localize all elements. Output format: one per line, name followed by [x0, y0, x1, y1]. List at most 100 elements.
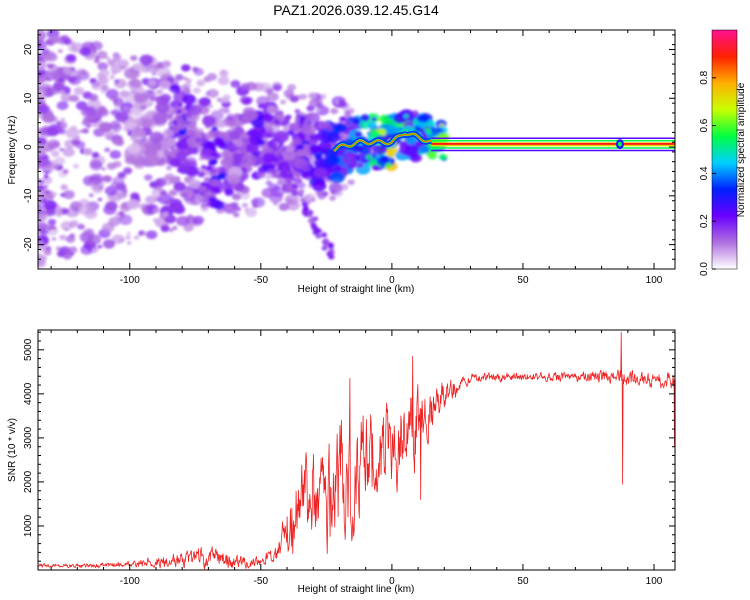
spectrogram-blob — [73, 163, 80, 169]
spectrogram-blob — [123, 67, 140, 80]
spectrogram-blob — [80, 245, 94, 255]
spectrogram-blob — [194, 137, 202, 143]
spectrogram-blob — [240, 83, 250, 90]
snr-xtick-label: 100 — [646, 576, 663, 587]
spectrogram-blob — [425, 119, 435, 128]
spectrogram-blob — [138, 230, 144, 235]
spectrogram-blob — [124, 155, 137, 165]
spectrogram-blob — [286, 199, 301, 211]
spectrogram-blob — [97, 245, 103, 249]
spectrogram-blob — [42, 176, 53, 185]
spectrogram-blob — [240, 115, 252, 124]
snr-plot — [38, 331, 675, 570]
spectrogram-blob — [308, 92, 317, 99]
spectrogram-xtick-label: 0 — [389, 275, 395, 286]
spectrogram-blob — [307, 218, 314, 224]
spectrogram-blob — [99, 122, 113, 133]
spectrogram-blob — [147, 79, 157, 87]
spectrogram-blob — [114, 79, 120, 84]
spectrogram-blob — [54, 157, 66, 166]
spectrogram-blob — [63, 252, 73, 260]
spectrogram-blob — [409, 152, 423, 163]
spectrogram-blob — [98, 68, 110, 78]
spectrogram-blob — [182, 93, 196, 105]
spectrogram-blob — [245, 207, 258, 218]
spectrogram-blob — [43, 249, 52, 256]
spectrogram-blob — [278, 161, 285, 167]
spectrogram-blob — [88, 193, 94, 198]
colorbar-label: Normalized spectral amplitude — [736, 82, 747, 217]
spectrogram-xlabel: Height of straight line (km) — [298, 284, 415, 295]
spectrogram-blob — [38, 240, 45, 247]
spectrogram-blob — [127, 143, 141, 154]
spectrogram-blob — [321, 149, 329, 155]
spectrogram-blob — [354, 131, 362, 138]
spectrogram-blob — [317, 120, 328, 130]
spectrogram-blob — [112, 54, 122, 61]
spectrogram-blob — [273, 130, 289, 143]
spectrogram-blob — [129, 78, 142, 88]
snr-ytick-label: 1000 — [23, 514, 34, 537]
spectrogram-blob — [309, 133, 320, 141]
spectrogram-blob — [81, 119, 90, 126]
spectrogram-blob — [111, 136, 124, 146]
spectrogram-blob — [126, 121, 137, 130]
spectrogram-blob — [97, 197, 103, 202]
spectrogram-blob — [136, 87, 145, 94]
spectrogram-blob — [145, 230, 158, 240]
spectrogram-blob — [91, 81, 103, 91]
spectrogram-blob — [196, 79, 206, 87]
spectrogram-blob — [144, 153, 160, 166]
spectrogram-blob — [333, 189, 343, 197]
spectrogram-blob — [74, 140, 86, 149]
spectrogram-blob — [232, 152, 243, 161]
spectrogram-blob — [352, 117, 361, 125]
spectrogram-blob — [123, 193, 128, 197]
spectrogram-blob — [101, 167, 106, 171]
spectrogram-blob — [365, 154, 373, 160]
spectrogram-blob — [126, 232, 131, 236]
spectrogram-blob — [176, 140, 189, 151]
spectrogram-blob — [175, 108, 182, 114]
spectrogram-blob — [617, 141, 622, 147]
spectrogram-blob — [219, 107, 225, 112]
spectrogram-blob — [314, 153, 323, 160]
spectrogram-blob — [44, 184, 49, 188]
colorbar-axis: 0.0 0.2 0.4 0.6 0.8 — [699, 70, 716, 276]
spectrogram-blob — [234, 182, 246, 192]
spectrogram-blob — [273, 119, 280, 125]
spectrogram-blob — [315, 107, 320, 112]
spectrogram-blob — [38, 137, 47, 145]
spectrogram-blob — [89, 173, 104, 185]
spectrogram-ytick-label: -20 — [23, 237, 34, 252]
spectrogram-blob — [299, 197, 306, 203]
spectrogram-blob — [58, 77, 65, 83]
spectrogram-blob — [113, 101, 122, 108]
spectrogram-blob — [224, 188, 234, 197]
spectrogram-blob — [63, 38, 72, 46]
spectrogram-blob — [79, 47, 92, 57]
spectrogram-blob — [326, 251, 333, 257]
spectrogram-blob — [69, 125, 78, 132]
spectrogram-blob — [219, 70, 229, 78]
spectrogram-blob — [347, 179, 355, 186]
spectrogram-blob — [273, 150, 280, 156]
snr-panel: -100 -50 0 50 100 1000 2000 3000 4000 5000 Height… — [7, 329, 676, 595]
spectrogram-blob — [308, 98, 320, 107]
spectrogram-blob — [59, 147, 64, 152]
spectrogram-blob — [212, 200, 225, 210]
colorbar-tick-label: 0.6 — [699, 118, 710, 132]
spectrogram-blob — [169, 158, 181, 168]
colorbar-tick-label: 0.4 — [699, 166, 710, 180]
spectrogram-blob — [207, 88, 219, 98]
spectrogram-blob — [126, 199, 140, 210]
spectrogram-blob — [261, 187, 275, 198]
spectrogram-blob — [257, 103, 266, 109]
spectrogram-blob — [313, 167, 328, 178]
spectrogram-blob — [281, 149, 297, 161]
spectrogram-blob — [379, 155, 390, 163]
spectrogram-blob — [299, 93, 308, 100]
spectrogram-blob — [38, 97, 44, 107]
spectrogram-blob — [40, 229, 49, 236]
spectrogram-blob — [289, 95, 299, 103]
